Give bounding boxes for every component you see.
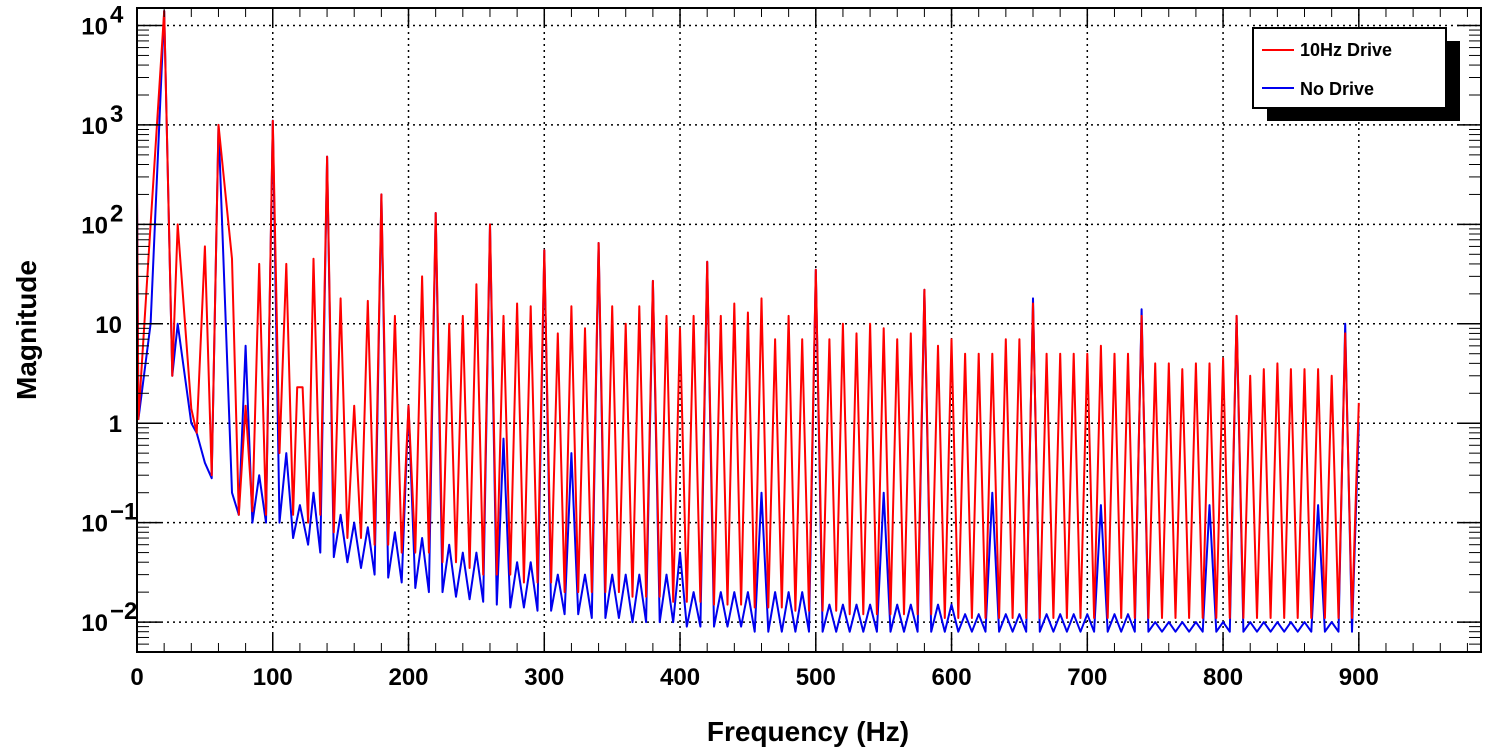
x-tick-label: 400 [660,664,700,691]
x-tick-label: 300 [524,664,564,691]
x-tick-label: 800 [1203,664,1243,691]
y-axis-title: Magnitude [11,260,42,400]
legend-label-10hz-drive: 10Hz Drive [1300,40,1392,60]
x-tick-label: 700 [1067,664,1107,691]
y-tick-exponent: 3 [110,101,123,128]
y-tick-label: 10 [81,212,108,239]
y-tick-exponent: −2 [110,598,137,625]
y-tick-label: 10 [81,14,108,41]
series-lines [136,10,1360,633]
y-tick-exponent: −1 [110,499,137,526]
legend-box [1252,27,1447,109]
y-tick-label: 10 [81,610,108,637]
y-tick-label: 1 [109,411,122,438]
series-line-no-drive [136,10,1360,633]
plot-frame [136,7,1482,653]
y-tick-label: 10 [81,113,108,140]
y-tick-exponent: 2 [110,200,123,227]
x-tick-label: 100 [253,664,293,691]
y-tick-label: 10 [81,511,108,538]
legend-label-no-drive: No Drive [1300,79,1374,99]
x-axis-title: Frequency (Hz) [707,716,909,747]
x-tick-label: 600 [932,664,972,691]
x-tick-label: 200 [388,664,428,691]
x-tick-label: 900 [1339,664,1379,691]
axis-ticks [136,8,1481,652]
x-tick-label: 0 [130,664,143,691]
axes [136,7,1482,653]
x-tick-label: 500 [796,664,836,691]
y-tick-exponent: 4 [110,2,124,29]
legend: 10Hz Drive No Drive [1252,27,1460,121]
series-line-10hz-drive [136,10,1360,619]
y-tick-label: 10 [95,312,122,339]
